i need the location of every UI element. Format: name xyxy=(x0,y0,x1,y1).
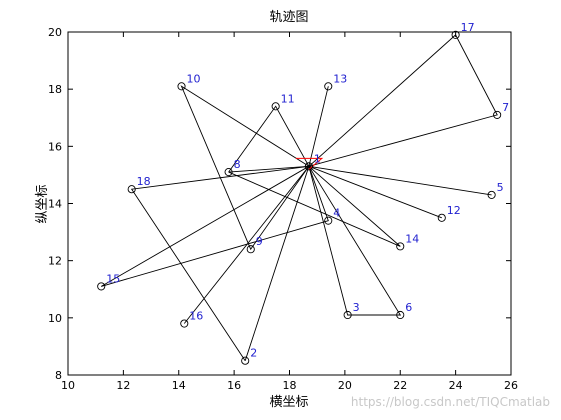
points-layer xyxy=(97,30,502,365)
point-label-4: 4 xyxy=(333,207,340,220)
route-line-12 xyxy=(130,165,309,361)
point-label-15: 15 xyxy=(106,272,120,285)
route-line-7 xyxy=(180,85,310,251)
point-label-13: 13 xyxy=(333,72,347,85)
point-marker-9 xyxy=(246,245,255,254)
point-label-3: 3 xyxy=(353,301,360,314)
center-marker-layer xyxy=(295,157,324,170)
route-line-10 xyxy=(308,86,329,167)
y-tick-label-8: 8 xyxy=(55,369,62,382)
point-marker-6 xyxy=(396,310,405,320)
point-label-16: 16 xyxy=(189,310,203,323)
plot-area xyxy=(67,31,512,376)
routes-layer xyxy=(100,34,498,361)
point-marker-3 xyxy=(343,310,352,320)
y-tick-label-18: 18 xyxy=(48,83,62,96)
x-tick-label-26: 26 xyxy=(504,379,518,392)
x-tick-label-16: 16 xyxy=(227,379,241,392)
route-line-11 xyxy=(183,166,310,324)
route-line-8 xyxy=(228,105,310,173)
point-marker-14 xyxy=(396,242,405,251)
point-marker-10 xyxy=(177,82,186,91)
point-marker-4 xyxy=(324,216,333,225)
x-axis-label: 横坐标 xyxy=(269,395,308,410)
point-label-11: 11 xyxy=(281,92,295,105)
point-marker-11 xyxy=(271,102,280,111)
point-label-9: 9 xyxy=(256,235,263,248)
point-marker-13 xyxy=(324,82,333,91)
point-marker-7 xyxy=(493,110,502,119)
route-line-3 xyxy=(100,165,329,287)
x-tick-label-24: 24 xyxy=(449,379,463,392)
point-marker-18 xyxy=(127,185,136,194)
x-tick-label-20: 20 xyxy=(338,379,352,392)
point-marker-16 xyxy=(180,319,189,328)
y-axis-label: 纵坐标 xyxy=(35,184,50,223)
x-tick-label-12: 12 xyxy=(116,379,130,392)
point-label-8: 8 xyxy=(234,158,241,171)
y-tick-label-10: 10 xyxy=(48,312,62,325)
route-line-9 xyxy=(308,165,442,219)
point-marker-5 xyxy=(487,190,496,199)
x-tick-label-10: 10 xyxy=(61,379,75,392)
point-marker-12 xyxy=(437,213,446,222)
point-label-1: 1 xyxy=(314,152,321,165)
chart-title: 轨迹图 xyxy=(269,10,308,25)
point-label-7: 7 xyxy=(502,101,509,114)
center-marker xyxy=(295,157,324,170)
watermark: https://blog.csdn.net/TIQCmatlab xyxy=(351,395,550,409)
point-label-14: 14 xyxy=(405,232,419,245)
x-tick-label-14: 14 xyxy=(172,379,186,392)
y-tick-label-16: 16 xyxy=(48,140,62,153)
y-tick-label-12: 12 xyxy=(48,255,62,268)
point-marker-8 xyxy=(224,168,233,177)
point-marker-1 xyxy=(304,162,313,171)
route-line-6 xyxy=(228,165,401,247)
point-label-18: 18 xyxy=(137,175,151,188)
route-line-4 xyxy=(308,165,492,196)
point-label-17: 17 xyxy=(461,21,475,34)
point-label-12: 12 xyxy=(447,204,461,217)
point-label-2: 2 xyxy=(250,347,257,360)
point-marker-2 xyxy=(241,356,250,365)
route-line-5 xyxy=(308,34,498,167)
point-label-10: 10 xyxy=(187,72,201,85)
point-label-5: 5 xyxy=(497,181,504,194)
y-tick-label-14: 14 xyxy=(48,198,62,211)
x-tick-label-18: 18 xyxy=(283,379,297,392)
y-tick-label-20: 20 xyxy=(48,26,62,39)
point-marker-17 xyxy=(451,30,460,39)
x-tick-label-22: 22 xyxy=(393,379,407,392)
route-line-2 xyxy=(308,166,402,316)
point-marker-15 xyxy=(97,282,106,291)
point-label-6: 6 xyxy=(405,301,412,314)
